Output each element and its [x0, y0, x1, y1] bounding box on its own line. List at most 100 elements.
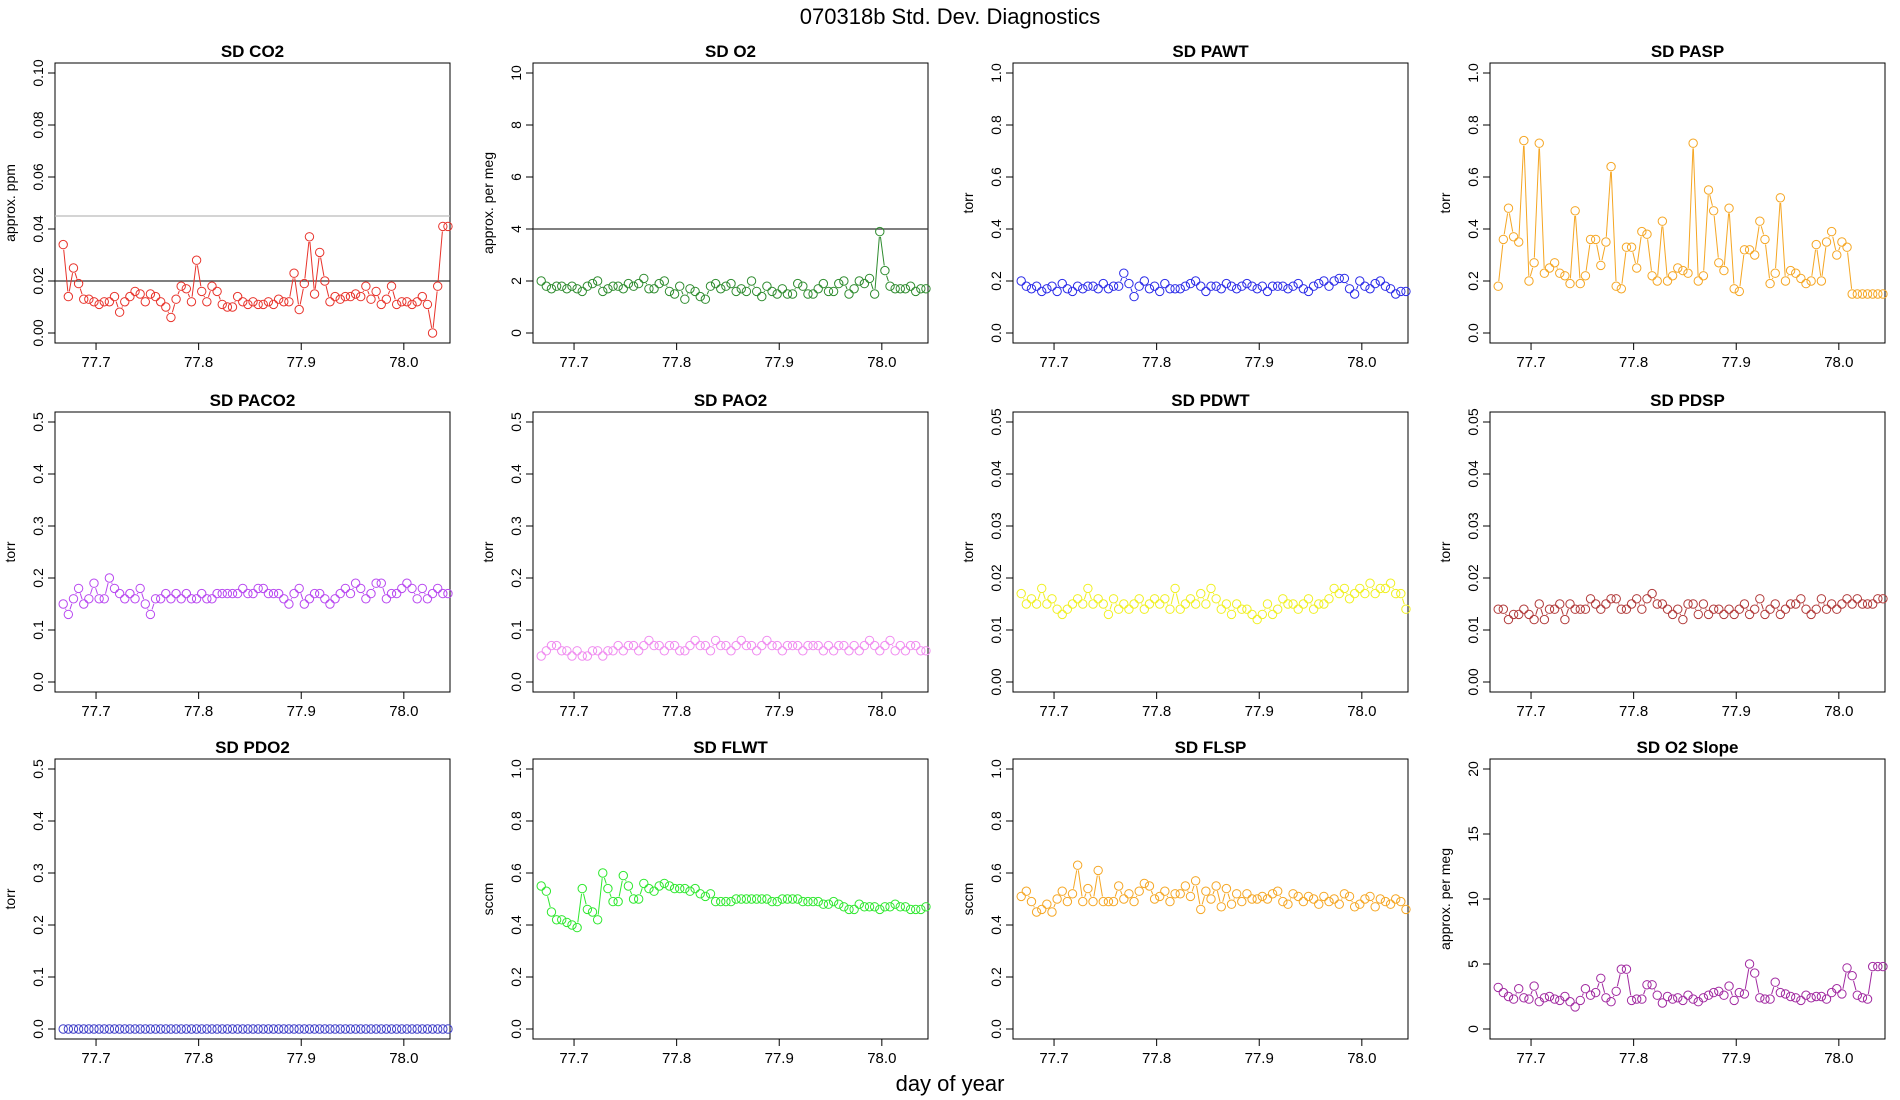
data-point [422, 1024, 433, 1034]
data-point [1149, 594, 1160, 604]
data-point [1093, 284, 1103, 294]
data-point [875, 646, 885, 656]
series-segment [1596, 983, 1600, 988]
data-point [238, 297, 248, 307]
data-point [782, 289, 793, 299]
data-point [1806, 276, 1816, 286]
data-point [834, 278, 844, 289]
series-segment [1581, 993, 1584, 996]
data-point [1616, 964, 1627, 974]
data-point [1816, 276, 1827, 286]
series-segment [1596, 244, 1601, 261]
data-point [1503, 614, 1514, 625]
data-point [202, 1024, 212, 1034]
data-point [659, 878, 670, 889]
series-segment [1632, 252, 1636, 264]
series-segment [1217, 603, 1220, 605]
data-point [1349, 289, 1360, 299]
data-point [1847, 289, 1857, 299]
data-point [864, 635, 875, 646]
data-point [1026, 284, 1037, 294]
series-segment [1569, 215, 1576, 279]
series-segment [618, 880, 623, 897]
data-point [1072, 281, 1083, 291]
data-point [289, 268, 299, 278]
data-point [803, 640, 813, 651]
data-point [1257, 891, 1268, 902]
data-point [1067, 599, 1078, 609]
data-point [716, 284, 726, 294]
data-point [1047, 281, 1057, 291]
data-point [166, 1024, 176, 1034]
data-point [1113, 881, 1124, 891]
data-point [438, 588, 448, 599]
x-tick-label: 78.0 [867, 1050, 896, 1067]
data-point [1293, 891, 1303, 902]
data-point [1072, 860, 1083, 870]
data-point [1303, 594, 1314, 604]
data-point [1267, 281, 1278, 291]
data-point [536, 881, 546, 891]
data-point [171, 588, 181, 599]
series-segment [1585, 244, 1591, 271]
data-point [197, 588, 207, 599]
series-segment [377, 296, 380, 300]
data-point [895, 640, 905, 651]
data-point [1585, 594, 1596, 604]
series-segment [1679, 613, 1682, 616]
data-point [618, 284, 628, 294]
series-segment [68, 273, 74, 292]
data-point [757, 640, 767, 651]
x-tick-label: 77.9 [287, 1050, 316, 1067]
data-point [1242, 278, 1252, 289]
y-tick-label: 0.2 [1465, 271, 1481, 291]
data-point [273, 588, 284, 599]
data-point [1678, 265, 1688, 276]
panel-title: SD O2 [705, 42, 756, 61]
series-segment [1560, 608, 1564, 615]
series-segment [706, 290, 710, 295]
data-point [1093, 594, 1103, 604]
data-point [1252, 284, 1262, 294]
data-point [675, 646, 685, 656]
series-segment [845, 285, 848, 290]
data-point [1042, 899, 1052, 909]
data-point [222, 1024, 233, 1034]
data-point [1273, 281, 1283, 291]
data-point [248, 1024, 258, 1034]
series-segment [1125, 277, 1128, 280]
series-segment [1197, 598, 1199, 600]
data-point [202, 594, 212, 604]
data-point [905, 640, 916, 651]
x-tick-label: 77.9 [1722, 354, 1751, 371]
y-axis-label: torr [1437, 192, 1453, 213]
data-point [793, 894, 803, 904]
series-segment [666, 285, 668, 287]
y-tick-label: 0.2 [508, 967, 524, 987]
data-point [1529, 614, 1539, 625]
data-point [731, 894, 741, 904]
data-point [1119, 268, 1129, 278]
y-tick-label: 0.4 [508, 464, 524, 484]
data-point [875, 226, 885, 237]
data-point [366, 588, 376, 599]
data-point [1113, 604, 1124, 614]
data-point [1206, 894, 1216, 904]
data-point [120, 594, 130, 604]
series-segment [597, 878, 603, 915]
x-tick-label: 77.8 [184, 703, 213, 720]
data-point [1816, 594, 1827, 604]
data-point [1288, 281, 1298, 291]
y-tick-label: 0.4 [30, 464, 46, 484]
series-segment [1653, 598, 1656, 600]
y-tick-label: 0.5 [30, 759, 46, 779]
y-axis-label: torr [960, 192, 976, 213]
data-point [1719, 265, 1729, 276]
series-segment [686, 293, 689, 295]
series-segment [1175, 593, 1180, 605]
x-tick-label: 77.7 [559, 703, 588, 720]
y-tick-label: 0.0 [508, 672, 524, 692]
data-point [1755, 594, 1765, 604]
data-point [1334, 273, 1344, 284]
data-point [1657, 998, 1668, 1008]
